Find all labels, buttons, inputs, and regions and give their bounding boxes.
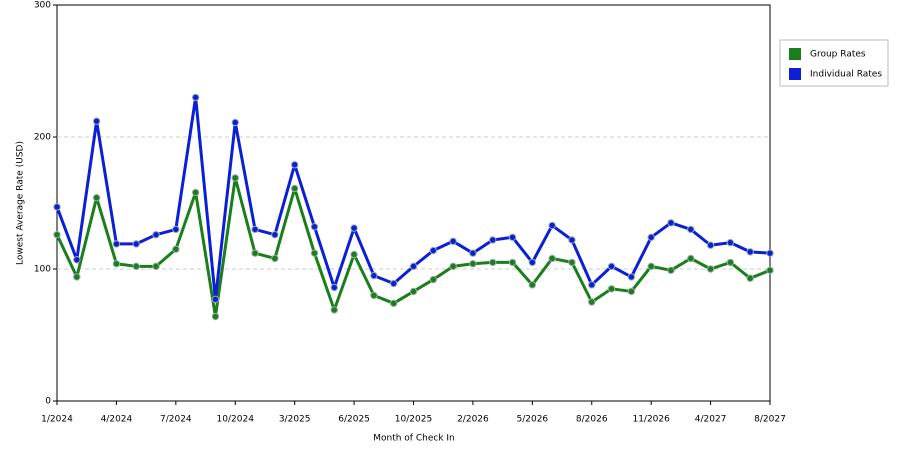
data-point [389, 279, 398, 288]
data-point [726, 258, 735, 267]
data-point [231, 174, 239, 182]
data-point [271, 254, 279, 263]
data-point [489, 236, 497, 244]
data-point [528, 281, 537, 289]
data-point [508, 233, 517, 242]
data-point [92, 194, 101, 202]
x-tick-label: 8/2027 [754, 415, 786, 425]
data-point [706, 265, 715, 273]
data-point [548, 221, 556, 230]
data-point [112, 260, 121, 268]
data-point [132, 240, 140, 248]
x-tick-label: 1/2024 [41, 415, 73, 425]
legend-label: Individual Rates [810, 70, 882, 80]
x-tick-label: 10/2024 [217, 415, 255, 425]
plot-area [56, 4, 771, 402]
data-point [73, 256, 81, 264]
data-point [766, 249, 774, 257]
data-point [350, 250, 358, 259]
data-point [172, 225, 180, 234]
data-point [746, 248, 754, 256]
data-point [449, 237, 457, 245]
data-point [548, 254, 556, 263]
data-point [290, 184, 299, 193]
data-point [508, 258, 517, 267]
x-tick-label: 10/2025 [395, 415, 432, 425]
x-tick-label: 5/2026 [516, 415, 548, 425]
data-point [568, 236, 576, 244]
data-point [528, 258, 537, 267]
legend-swatch [789, 68, 801, 80]
data-point [152, 262, 160, 271]
data-point [667, 219, 675, 227]
data-point [409, 287, 418, 296]
x-tick-label: 8/2026 [576, 415, 608, 425]
data-point [271, 230, 279, 239]
data-point [647, 233, 655, 242]
data-point [73, 273, 81, 281]
data-point [231, 118, 239, 127]
data-point [687, 254, 695, 263]
data-point [92, 117, 101, 125]
y-tick-label: 100 [34, 265, 51, 275]
data-point [429, 246, 438, 255]
data-point [667, 266, 675, 275]
data-point [211, 312, 220, 321]
data-point [469, 249, 477, 257]
x-tick-label: 11/2026 [632, 415, 670, 425]
data-point [251, 249, 259, 257]
y-tick-label: 300 [34, 1, 51, 11]
data-point [607, 262, 616, 271]
x-tick-label: 3/2025 [279, 415, 311, 425]
data-point [409, 262, 418, 271]
y-tick-label: 0 [45, 397, 51, 407]
data-point [310, 249, 319, 257]
data-point [568, 258, 576, 267]
data-point [726, 238, 735, 247]
data-point [112, 240, 121, 248]
data-point [706, 241, 715, 249]
data-point [746, 274, 754, 282]
legend-label: Group Rates [810, 50, 866, 60]
data-point [191, 188, 200, 197]
data-point [172, 245, 180, 253]
x-tick-label: 2/2026 [457, 415, 489, 425]
x-axis-label: Month of Check In [373, 434, 455, 444]
data-point [370, 291, 378, 300]
data-point [370, 271, 378, 280]
x-tick-label: 7/2024 [160, 415, 192, 425]
data-point [627, 287, 636, 296]
data-point [211, 295, 220, 304]
data-point [588, 298, 596, 306]
data-point [766, 266, 774, 275]
y-axis-label: Lowest Average Rate (USD) [16, 141, 26, 265]
legend-swatch [789, 48, 801, 60]
data-point [687, 225, 695, 234]
data-point [647, 262, 655, 271]
data-point [489, 258, 497, 267]
data-point [627, 273, 636, 281]
data-point [53, 203, 61, 211]
data-point [429, 275, 438, 284]
x-tick-label: 4/2024 [101, 415, 133, 425]
x-tick-label: 4/2027 [695, 415, 727, 425]
data-point [152, 230, 160, 239]
data-point [251, 225, 259, 234]
data-point [132, 262, 140, 271]
data-point [310, 223, 319, 231]
data-point [53, 230, 61, 239]
data-point [449, 262, 457, 271]
data-point [191, 93, 200, 102]
data-point [290, 161, 299, 169]
data-point [330, 283, 338, 292]
data-point [350, 224, 358, 232]
x-tick-label: 6/2025 [338, 415, 370, 425]
data-point [389, 299, 398, 308]
data-point [588, 281, 596, 289]
data-point [469, 260, 477, 268]
data-point [607, 285, 616, 293]
y-tick-label: 200 [34, 133, 51, 143]
data-point [330, 306, 338, 314]
